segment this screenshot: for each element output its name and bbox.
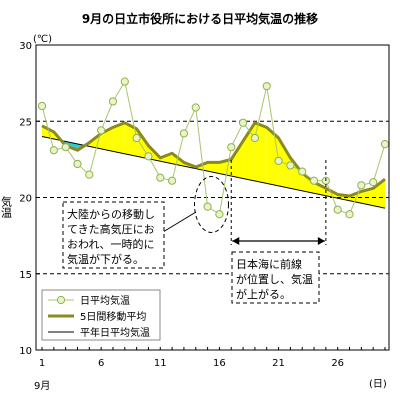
x-month-label: 9月 bbox=[34, 380, 50, 392]
highlight-ellipse bbox=[194, 175, 229, 233]
data-point-daily bbox=[262, 82, 271, 91]
y-tick-label: 25 bbox=[19, 117, 32, 128]
annotation-rise-line: 日本海に前線 bbox=[236, 257, 302, 271]
fill-above-normal bbox=[349, 191, 362, 204]
data-point-daily bbox=[274, 156, 283, 165]
annotation-rise-line: が位置し、気温 bbox=[236, 272, 313, 286]
x-tick-label: 6 bbox=[98, 358, 104, 369]
data-point-daily bbox=[345, 210, 354, 219]
annotation-drop-line: おわれ、一時的に bbox=[67, 237, 155, 251]
data-point-daily bbox=[227, 143, 236, 152]
data-point-daily bbox=[179, 129, 189, 138]
range-arrowhead-left bbox=[232, 237, 240, 245]
data-point-daily bbox=[191, 103, 200, 112]
data-point-daily bbox=[380, 140, 390, 149]
series-line-moving-average bbox=[41, 121, 386, 198]
data-point-daily bbox=[357, 181, 366, 190]
data-point-daily bbox=[97, 126, 106, 135]
legend-label-daily: 日平均気温 bbox=[80, 294, 130, 307]
deviation-fill-layer bbox=[42, 122, 385, 209]
fill-above-normal bbox=[124, 122, 137, 157]
data-point-daily bbox=[61, 143, 70, 152]
series-layer bbox=[37, 77, 390, 219]
series-line-normal bbox=[41, 136, 386, 209]
annotation-drop-line: てきた高気圧にお bbox=[67, 222, 155, 236]
x-tick-label: 11 bbox=[154, 358, 167, 369]
x-unit-label: (日) bbox=[369, 379, 387, 390]
range-arrowhead-right bbox=[317, 237, 325, 245]
fill-above-normal bbox=[42, 125, 54, 139]
data-point-daily bbox=[369, 178, 378, 187]
fill-above-normal bbox=[302, 173, 315, 194]
annotation-box-rise bbox=[231, 251, 320, 304]
data-point-daily bbox=[215, 210, 224, 219]
callout-line bbox=[162, 211, 197, 233]
data-point-daily bbox=[238, 118, 248, 127]
x-tick-label: 21 bbox=[272, 358, 285, 369]
y-tick-label: 15 bbox=[19, 270, 32, 281]
data-point-daily bbox=[49, 146, 58, 155]
data-point-daily bbox=[132, 133, 141, 143]
data-point-daily bbox=[156, 173, 165, 182]
annotation-rise-line: が上がる。 bbox=[236, 287, 291, 301]
data-point-daily bbox=[73, 159, 82, 169]
data-point-daily bbox=[298, 167, 307, 176]
data-point-daily bbox=[120, 77, 129, 86]
y-tick-label: 20 bbox=[19, 194, 32, 205]
data-point-daily bbox=[108, 97, 118, 106]
annotation-drop-line: 気温が下がる。 bbox=[67, 252, 144, 266]
chart-title: 9月の日立市役所における日平均気温の推移 bbox=[82, 11, 318, 26]
y-axis-label: 気温 bbox=[0, 195, 13, 218]
fill-above-normal bbox=[112, 122, 125, 154]
data-point-daily bbox=[203, 202, 212, 211]
data-point-daily bbox=[309, 176, 319, 185]
series-line-daily bbox=[41, 80, 386, 216]
grid-layer bbox=[36, 120, 389, 275]
legend-swatch-daily-marker bbox=[56, 295, 66, 305]
data-point-daily bbox=[250, 133, 259, 143]
fill-above-normal bbox=[314, 182, 326, 196]
fill-above-normal bbox=[207, 162, 220, 174]
x-tick-label: 1 bbox=[39, 358, 45, 369]
legend-label-normal: 平年日平均気温 bbox=[80, 326, 150, 339]
data-point-daily bbox=[168, 176, 177, 185]
data-point-daily bbox=[286, 161, 295, 170]
y-unit-label: (℃) bbox=[33, 34, 52, 45]
annotation-drop-line: 大陸からの移動し bbox=[67, 207, 155, 221]
x-tick-label: 16 bbox=[213, 358, 226, 369]
data-point-daily bbox=[85, 170, 94, 179]
x-tick-label: 26 bbox=[331, 358, 344, 369]
data-point-daily bbox=[37, 101, 47, 111]
data-point-daily bbox=[144, 152, 153, 161]
fill-above-normal bbox=[231, 141, 244, 179]
y-tick-label: 10 bbox=[19, 346, 32, 357]
data-point-daily bbox=[333, 205, 342, 214]
y-tick-label: 30 bbox=[19, 41, 32, 52]
annotation-box-drop bbox=[62, 201, 165, 269]
legend-label-moving-average: 5日間移動平均 bbox=[80, 310, 146, 323]
